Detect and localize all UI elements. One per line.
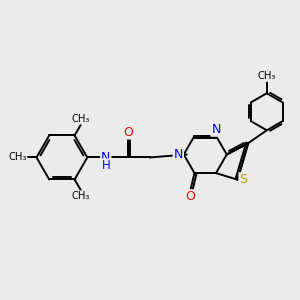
- Text: S: S: [239, 173, 247, 186]
- Text: N: N: [174, 148, 183, 161]
- Text: CH₃: CH₃: [8, 152, 27, 163]
- Text: H: H: [102, 159, 111, 172]
- Text: O: O: [185, 190, 195, 203]
- Text: CH₃: CH₃: [72, 114, 90, 124]
- Text: N: N: [211, 123, 221, 136]
- Text: CH₃: CH₃: [258, 71, 276, 81]
- Text: N: N: [101, 151, 110, 164]
- Text: CH₃: CH₃: [72, 191, 90, 201]
- Text: O: O: [123, 126, 133, 139]
